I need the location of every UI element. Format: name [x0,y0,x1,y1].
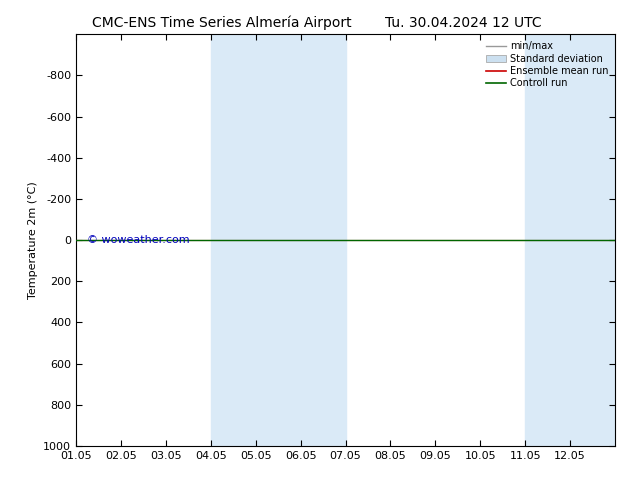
Text: CMC-ENS Time Series Almería Airport: CMC-ENS Time Series Almería Airport [92,16,352,30]
Bar [525,34,634,446]
Text: Tu. 30.04.2024 12 UTC: Tu. 30.04.2024 12 UTC [384,16,541,30]
Legend: min/max, Standard deviation, Ensemble mean run, Controll run: min/max, Standard deviation, Ensemble me… [484,39,610,90]
Text: © woweather.com: © woweather.com [87,235,190,245]
Y-axis label: Temperature 2m (°C): Temperature 2m (°C) [28,181,37,299]
Bar [210,34,346,446]
